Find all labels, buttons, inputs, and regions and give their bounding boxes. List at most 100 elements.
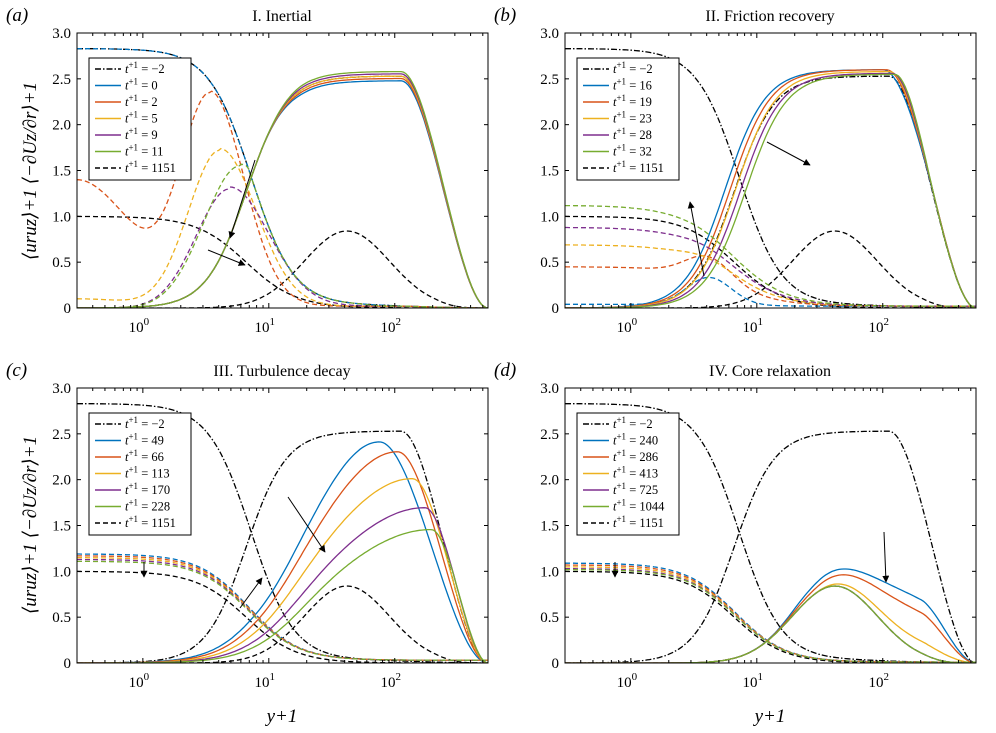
y-tick-label: 1.5 [52, 519, 71, 535]
legend-label: t+1 = −2 [613, 415, 653, 431]
x-tick-label: 102 [381, 671, 402, 691]
curves-b [565, 48, 976, 308]
series-line-initial-reynolds [565, 430, 976, 663]
legend-label: t+1 = −2 [613, 60, 653, 76]
legend-label: t+1 = 1151 [613, 159, 664, 175]
trend-arrow [239, 577, 263, 609]
series-line-shear [565, 564, 976, 663]
y-axis-label-bottom: ⟨uruz⟩+1 ⟨−∂Uz/∂r⟩+1 [20, 436, 41, 614]
y-tick-label: 2.0 [540, 118, 559, 134]
y-axis-label: ⟨uruz⟩+1 ⟨−∂Uz/∂r⟩+1 [20, 436, 41, 614]
panel-title-b: II. Friction recovery [705, 8, 834, 25]
series-line-final-reynolds [77, 230, 488, 308]
y-tick-label: 1.0 [52, 564, 71, 580]
x-tick-label: 102 [869, 316, 890, 336]
y-tick-label: 2.5 [52, 72, 71, 88]
panel-title-c: III. Turbulence decay [213, 363, 350, 380]
series-line-final-shear [77, 215, 488, 308]
y-tick-label: 0 [552, 301, 560, 317]
trend-arrow [687, 201, 705, 277]
legend-label: t+1 = 1151 [125, 159, 176, 175]
y-tick-label: 2.5 [540, 72, 559, 88]
y-tick-label: 0 [64, 656, 72, 672]
series-line-final-reynolds [77, 585, 488, 663]
series-line-shear [77, 163, 488, 308]
y-tick-label: 2.0 [540, 473, 559, 489]
series-line-shear [565, 244, 976, 307]
legend-label: t+1 = 228 [125, 498, 170, 514]
series-line-shear [77, 553, 488, 661]
x-tick-label: 100 [129, 316, 150, 336]
legend-label: t+1 = 0 [125, 77, 158, 93]
legend-label: t+1 = 286 [613, 448, 658, 464]
y-tick-label: 0.5 [52, 255, 71, 271]
y-tick-label: 0.5 [540, 255, 559, 271]
legend-label: t+1 = 2 [125, 93, 158, 109]
y-tick-label: 1.5 [540, 519, 559, 535]
series-line-final-shear [565, 215, 976, 308]
series-line-shear [565, 568, 976, 663]
legend-label: t+1 = 32 [613, 143, 652, 159]
legend-label: t+1 = −2 [125, 415, 165, 431]
x-tick-label: 100 [129, 671, 150, 691]
series-line-reynolds [565, 73, 976, 308]
series-line-shear [565, 255, 976, 307]
series-line-shear [77, 560, 488, 661]
y-tick-label: 2.5 [540, 427, 559, 443]
x-tick-label: 101 [743, 316, 764, 336]
legend-label: t+1 = 725 [613, 481, 658, 497]
legend-label: t+1 = 11 [125, 143, 163, 159]
series-line-final-reynolds [565, 585, 976, 663]
y-tick-label: 2.5 [52, 427, 71, 443]
x-tick-label: 100 [617, 316, 638, 336]
panel-label-b: (b) [494, 5, 516, 26]
y-tick-label: 1.0 [540, 209, 559, 225]
series-line-initial-shear [77, 403, 488, 663]
legend-label: t+1 = 1151 [613, 514, 664, 530]
legend-label: t+1 = 113 [125, 465, 170, 481]
legend-label: t+1 = 19 [613, 93, 652, 109]
y-tick-label: 1.0 [52, 209, 71, 225]
y-tick-label: 2.0 [52, 118, 71, 134]
series-line-final-shear [565, 570, 976, 663]
ticks-a: 0 0.5 1.0 1.5 2.0 2.5 3.0 100 101 102 [52, 26, 488, 336]
trend-arrow [287, 496, 326, 553]
series-line-initial-reynolds [77, 430, 488, 663]
legend-label: t+1 = 16 [613, 77, 652, 93]
panel-title-d: IV. Core relaxation [709, 363, 831, 380]
ticks-d: 0 0.5 1.0 1.5 2.0 2.5 3.0 100 101 102 [540, 381, 976, 691]
x-tick-label: 102 [869, 671, 890, 691]
legend-b: t+1 = −2t+1 = 16t+1 = 19t+1 = 23t+1 = 28… [576, 57, 680, 181]
y-tick-label: 1.5 [540, 164, 559, 180]
x-tick-label: 101 [743, 671, 764, 691]
legend-label: t+1 = 5 [125, 110, 158, 126]
panel-b: 0 0.5 1.0 1.5 2.0 2.5 3.0 100 101 102 II. Frictio… [494, 5, 977, 336]
series-line-shear [565, 566, 976, 663]
legend-label: t+1 = 1151 [125, 514, 176, 530]
legend-label: t+1 = 49 [125, 432, 164, 448]
legend-label: t+1 = −2 [125, 60, 165, 76]
legend-label: t+1 = 240 [613, 432, 658, 448]
y-tick-label: 0 [552, 656, 560, 672]
series-line-shear [77, 555, 488, 661]
y-tick-label: 3.0 [52, 381, 71, 397]
panel-c: 0 0.5 1.0 1.5 2.0 2.5 3.0 100 101 102 III. Turbul… [6, 360, 489, 691]
y-tick-label: 0.5 [540, 610, 559, 626]
legend-label: t+1 = 1044 [613, 498, 665, 514]
x-tick-label: 101 [255, 671, 276, 691]
ticks-b: 0 0.5 1.0 1.5 2.0 2.5 3.0 100 101 102 [540, 26, 976, 336]
series-line-shear [565, 276, 976, 307]
curves-d [565, 403, 976, 663]
series-line-reynolds [565, 585, 976, 663]
x-axis-label-right: y+1 [753, 706, 786, 727]
trend-arrow [228, 159, 256, 239]
trend-arrow [882, 531, 890, 583]
y-axis-label-top: ⟨uruz⟩+1 ⟨−∂Uz/∂r⟩+1 [20, 82, 41, 260]
y-tick-label: 1.5 [52, 164, 71, 180]
panel-title-a: I. Inertial [252, 8, 312, 25]
series-line-final-reynolds [565, 230, 976, 308]
legend-label: t+1 = 28 [613, 126, 652, 142]
